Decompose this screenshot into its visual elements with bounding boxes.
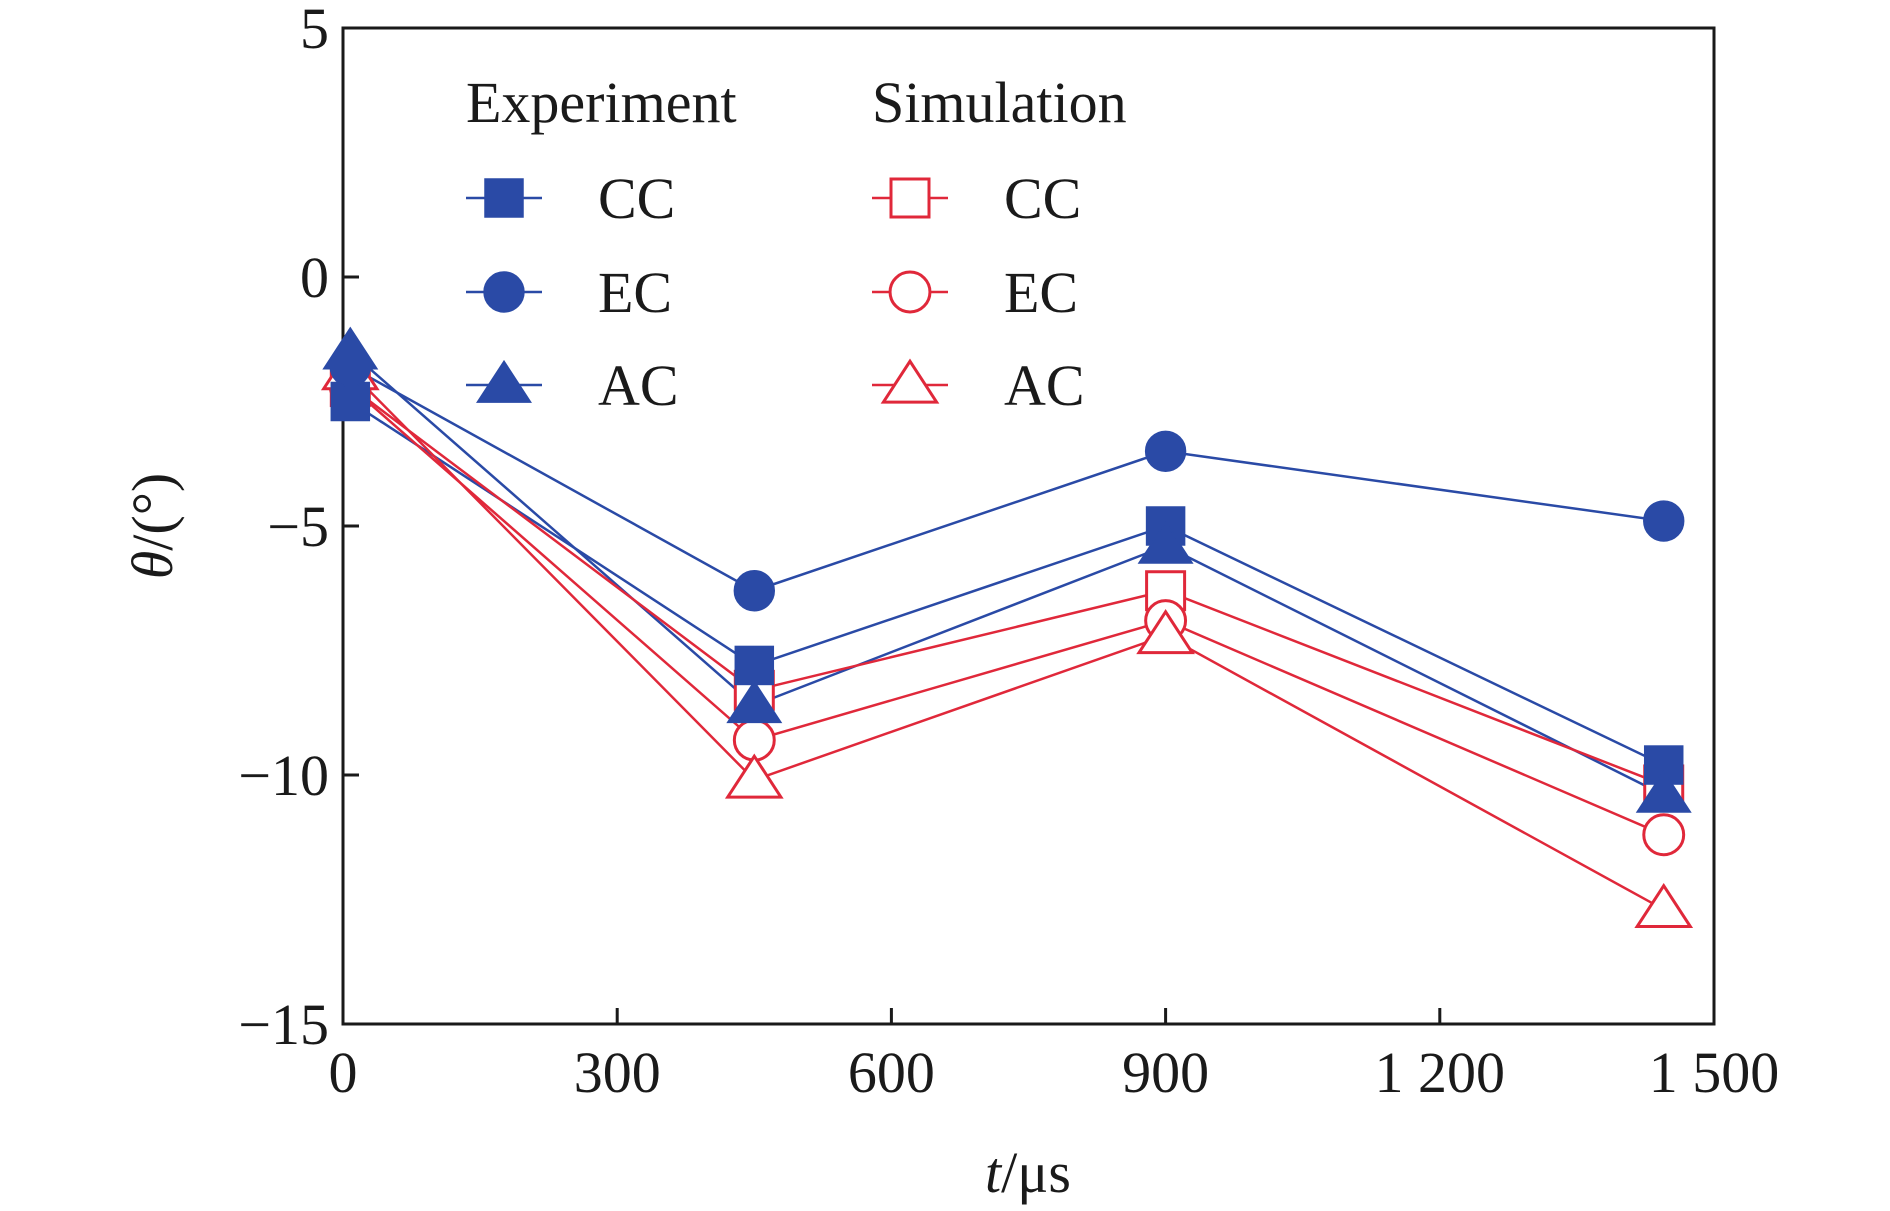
series-line-experiment-ec [349,365,1664,593]
series-line-experiment-cc [349,400,1665,767]
legend-label-experiment-cc: CC [598,166,675,231]
x-tick-label: 0 [329,1040,358,1105]
series-line-experiment-ac [349,350,1665,797]
legend-label-simulation-cc: CC [1004,166,1081,231]
point-experiment-cc [330,381,371,422]
point-simulation-ec [1642,813,1686,857]
x-axis-unit: /μs [1001,1140,1071,1205]
x-axis-var: t [985,1140,1003,1205]
legend-label-simulation-ac: AC [1004,353,1085,418]
legend-group-title: Experiment [466,70,737,135]
legend-label-experiment-ac: AC [598,353,679,418]
x-tick-label: 1 500 [1649,1040,1780,1105]
legend-marker-experiment-ec [483,271,525,313]
series-markers [320,326,1694,929]
point-experiment-ec [1643,500,1685,542]
series-line-simulation-cc [349,385,1665,787]
point-simulation-ac [1634,882,1694,929]
point-simulation-ac [724,753,784,799]
x-tick-label: 900 [1122,1040,1209,1105]
point-experiment-cc [734,645,775,686]
x-tick-label: 1 200 [1375,1040,1506,1105]
axis-ticks [343,275,1442,1024]
y-tick-label: −5 [267,494,329,559]
legend-marker-simulation-cc [889,177,931,219]
y-tick-label: 0 [300,245,329,310]
legend-label-experiment-ec: EC [598,260,672,325]
point-experiment-ac [1137,520,1194,564]
legend-group-title: Simulation [872,70,1127,135]
legend-marker-simulation-ec [888,270,932,314]
y-axis-var: θ [120,551,185,580]
point-experiment-ac [1635,769,1692,813]
x-tick-label: 600 [848,1040,935,1105]
legend-marker-experiment-cc [484,178,524,218]
point-simulation-ac [1136,609,1195,655]
point-experiment-ac [726,680,783,724]
series-line-simulation-ec [349,385,1665,836]
series-line-simulation-ac [349,370,1665,911]
legend-marker-simulation-ac [880,358,940,404]
axis-tick-labels: 0 300 600 900 1 200 1 500 5 0 −5 −10 −15 [238,0,1779,1105]
point-experiment-ac [322,326,379,370]
point-experiment-ec [1144,430,1187,472]
y-axis-label: θ/(°) [120,473,185,579]
legend-marker-experiment-ac [476,359,532,403]
series-lines [349,350,1665,911]
point-experiment-ec [733,570,775,612]
y-axis-unit: /(°) [120,473,185,551]
x-axis-label: t/μs [985,1140,1071,1205]
legend: Experiment CC EC AC Simulation CC EC AC [466,70,1127,418]
legend-label-simulation-ec: EC [1004,260,1078,325]
x-tick-label: 300 [574,1040,661,1105]
y-tick-label: 5 [300,0,329,61]
y-tick-label: −15 [238,992,329,1057]
y-tick-label: −10 [238,743,329,808]
